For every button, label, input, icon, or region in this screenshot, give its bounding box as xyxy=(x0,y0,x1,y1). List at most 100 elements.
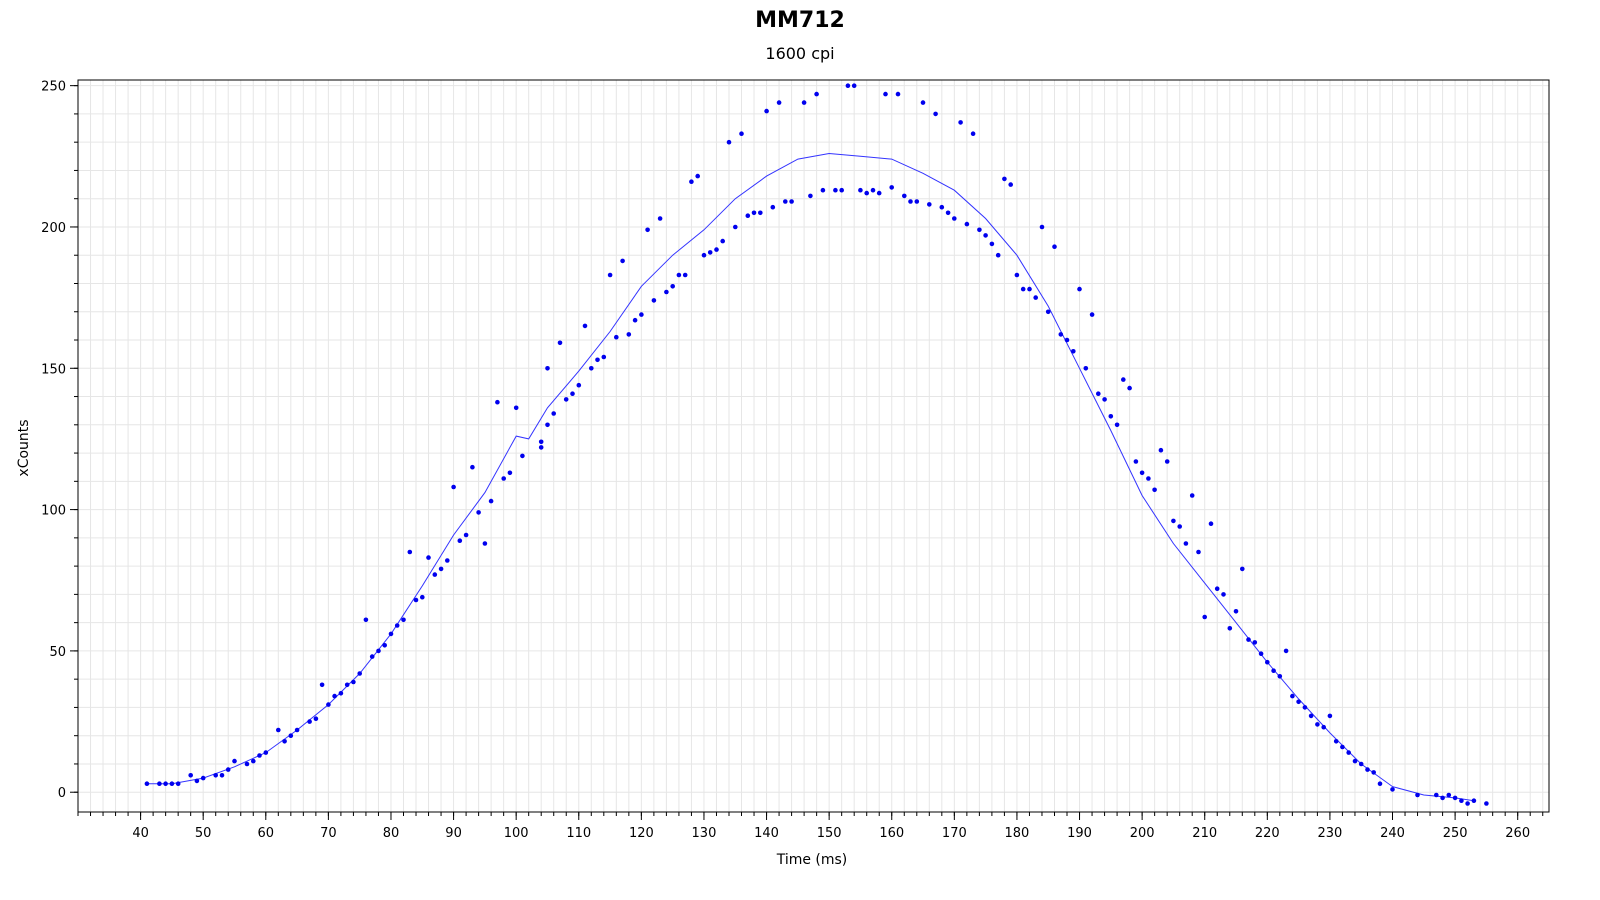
data-point xyxy=(977,227,982,233)
data-point xyxy=(1434,792,1439,798)
data-point xyxy=(188,773,193,778)
data-point xyxy=(839,187,844,193)
series-line-layer xyxy=(146,152,1474,802)
data-point xyxy=(313,716,319,721)
data-point xyxy=(776,100,782,105)
data-point xyxy=(1071,349,1076,354)
data-point xyxy=(902,193,907,199)
data-point xyxy=(520,453,525,459)
data-point xyxy=(144,781,150,786)
data-point xyxy=(407,549,413,555)
data-point xyxy=(513,405,519,411)
data-point xyxy=(864,190,869,196)
data-point xyxy=(883,91,888,97)
data-point xyxy=(1340,744,1345,750)
x-tick-label: 250 xyxy=(1443,826,1468,841)
data-point xyxy=(157,781,162,786)
y-tick-label: 100 xyxy=(41,504,66,519)
data-point xyxy=(1452,795,1458,801)
data-point xyxy=(670,284,675,289)
data-point xyxy=(351,679,356,685)
data-point xyxy=(958,120,963,125)
data-point xyxy=(1027,286,1032,292)
data-point xyxy=(445,558,450,563)
data-point xyxy=(682,272,688,278)
data-point xyxy=(764,108,769,114)
data-point xyxy=(1358,761,1364,767)
data-point xyxy=(1484,801,1489,806)
data-point xyxy=(1064,337,1070,343)
data-point xyxy=(413,597,419,603)
data-point xyxy=(1296,699,1301,705)
data-point xyxy=(1352,758,1358,764)
data-point xyxy=(1020,286,1026,292)
data-point xyxy=(1096,391,1101,397)
data-point xyxy=(651,298,657,303)
x-tick-label: 140 xyxy=(754,826,779,841)
data-point xyxy=(1283,648,1289,654)
data-point xyxy=(714,247,719,252)
data-point xyxy=(401,617,406,623)
y-tick-label: 50 xyxy=(49,645,66,660)
data-point xyxy=(1052,244,1057,249)
data-point xyxy=(507,470,513,476)
x-tick-label: 130 xyxy=(692,826,717,841)
data-point xyxy=(570,391,575,397)
data-point xyxy=(219,773,225,778)
data-point xyxy=(545,422,550,428)
data-point xyxy=(889,185,894,190)
data-point xyxy=(1152,487,1157,493)
data-point xyxy=(1240,566,1245,572)
series-line xyxy=(146,152,1474,802)
x-tick-label: 80 xyxy=(383,826,400,841)
y-tick-label: 250 xyxy=(41,80,66,95)
x-tick-label: 120 xyxy=(629,826,654,841)
data-point xyxy=(1102,397,1107,402)
data-point xyxy=(895,91,901,97)
data-point xyxy=(1008,182,1013,187)
data-point xyxy=(1127,385,1132,391)
data-point xyxy=(751,210,757,216)
x-tick-label: 110 xyxy=(566,826,591,841)
data-point xyxy=(363,617,369,623)
data-point xyxy=(858,187,863,193)
x-tick-label: 190 xyxy=(1067,826,1092,841)
data-point xyxy=(689,179,694,184)
data-point xyxy=(952,216,957,221)
data-point xyxy=(614,334,619,340)
data-point xyxy=(344,682,350,688)
data-point xyxy=(1446,792,1452,798)
chart-subtitle: 1600 cpi xyxy=(765,44,835,63)
data-point xyxy=(933,111,938,117)
data-point xyxy=(426,555,431,560)
data-point xyxy=(620,258,625,264)
data-point xyxy=(1333,739,1339,744)
data-point xyxy=(914,199,920,204)
data-point xyxy=(1302,705,1308,710)
data-point xyxy=(639,312,644,317)
data-point xyxy=(1471,798,1477,803)
data-point xyxy=(276,727,281,733)
data-point xyxy=(1365,767,1370,772)
data-point xyxy=(1171,518,1176,524)
data-point xyxy=(1327,713,1333,719)
data-point xyxy=(244,761,250,767)
data-point xyxy=(664,289,669,295)
data-point xyxy=(213,773,218,778)
data-point xyxy=(169,781,175,786)
data-point xyxy=(263,750,269,755)
data-point xyxy=(1177,524,1182,529)
plot-frame xyxy=(77,79,1550,813)
data-point xyxy=(1371,770,1376,775)
data-point xyxy=(1202,614,1207,620)
data-point xyxy=(1183,541,1189,546)
data-point xyxy=(908,199,913,204)
data-point xyxy=(257,753,262,758)
data-point xyxy=(1277,674,1283,679)
data-point xyxy=(1033,295,1038,300)
data-point xyxy=(645,227,650,233)
x-tick-label: 230 xyxy=(1318,826,1343,841)
data-point xyxy=(376,648,381,654)
